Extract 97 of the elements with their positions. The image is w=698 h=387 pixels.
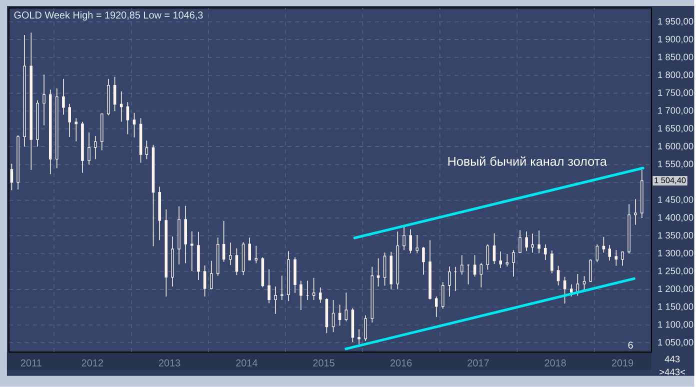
candlestick bbox=[62, 78, 65, 116]
candlestick bbox=[222, 220, 226, 262]
candlestick bbox=[582, 276, 586, 292]
x-tick-label: 2018 bbox=[544, 359, 566, 367]
candlestick bbox=[190, 231, 194, 272]
candlestick bbox=[68, 104, 71, 138]
candlestick bbox=[300, 280, 302, 310]
candlestick bbox=[42, 74, 46, 126]
y-tick-label: 1 250,00 bbox=[658, 268, 694, 276]
candlestick bbox=[614, 250, 618, 266]
text: 1 504,40 bbox=[654, 177, 686, 184]
candlestick bbox=[602, 236, 606, 254]
y-tick-label: 1 050,00 bbox=[658, 339, 694, 347]
x-tick-label: 2016 bbox=[390, 359, 412, 367]
y-tick-label: 1 200,00 bbox=[658, 286, 694, 294]
y-tick-label: 1 900,00 bbox=[658, 36, 694, 44]
x-tick-label: 2014 bbox=[236, 359, 258, 367]
candlestick bbox=[570, 284, 573, 297]
candlestick bbox=[312, 278, 316, 300]
candlestick bbox=[318, 287, 322, 304]
candlestick bbox=[145, 140, 148, 160]
candlestick bbox=[338, 304, 342, 326]
candlestick bbox=[88, 132, 90, 165]
candlestick bbox=[442, 282, 444, 310]
candlestick bbox=[332, 300, 335, 333]
candlestick bbox=[113, 76, 116, 112]
y-tick-label: 1 750,00 bbox=[658, 89, 694, 98]
candlestick bbox=[203, 265, 206, 297]
candlestick bbox=[544, 244, 547, 261]
y-tick-label: 1 400,00 bbox=[658, 214, 694, 222]
candlestick bbox=[550, 250, 554, 274]
candlestick bbox=[486, 244, 490, 270]
y-tick-label: 1 950,00 bbox=[658, 18, 694, 26]
candlestick bbox=[499, 251, 502, 268]
candlestick bbox=[506, 254, 509, 267]
candlestick bbox=[376, 258, 380, 287]
candlestick bbox=[460, 254, 464, 276]
candlestick bbox=[596, 244, 599, 263]
candlestick bbox=[274, 286, 277, 314]
candlestick bbox=[210, 260, 213, 290]
candlestick bbox=[74, 118, 78, 142]
text: >443< bbox=[660, 368, 686, 376]
y-tick-label: 1 450,00 bbox=[658, 196, 694, 204]
candlestick bbox=[126, 102, 130, 135]
y-tick-label: 1 700,00 bbox=[658, 107, 694, 115]
y-tick-label: 1 800,00 bbox=[658, 72, 694, 80]
y-tick-label: 1 100,00 bbox=[658, 321, 694, 329]
candlestick bbox=[525, 231, 528, 252]
candlestick bbox=[383, 252, 386, 286]
y-tick-label: 1 850,00 bbox=[658, 54, 694, 62]
candlestick bbox=[608, 244, 611, 261]
x-tick-label: 2019 bbox=[612, 359, 634, 367]
x-tick-label: 2011 bbox=[20, 359, 42, 367]
candlestick bbox=[10, 163, 14, 191]
text: 443 bbox=[664, 356, 680, 362]
candlestick bbox=[132, 112, 136, 138]
annotation: Новый бычий канал золота bbox=[448, 156, 607, 166]
candlestick bbox=[512, 250, 515, 277]
candlestick bbox=[94, 136, 97, 160]
y-tick-label: 1 300,00 bbox=[658, 250, 694, 258]
candlestick bbox=[402, 226, 406, 251]
y-tick-label: 1 150,00 bbox=[658, 303, 694, 312]
candlestick bbox=[634, 198, 637, 226]
candlestick bbox=[235, 248, 238, 276]
candlestick bbox=[466, 264, 470, 285]
x-tick-label: 2012 bbox=[82, 359, 103, 367]
candlestick bbox=[448, 266, 451, 297]
candlestick bbox=[531, 233, 534, 254]
x-tick-label: 2013 bbox=[158, 359, 180, 367]
candlestick bbox=[120, 91, 123, 122]
x-tick-label: 2015 bbox=[313, 359, 334, 367]
candlestick bbox=[254, 245, 258, 264]
candlestick bbox=[563, 276, 566, 304]
candlestick bbox=[248, 237, 251, 261]
candlestick bbox=[344, 292, 348, 322]
candlestick bbox=[518, 230, 522, 254]
annotation: 6 bbox=[628, 342, 633, 349]
candlestick bbox=[228, 242, 232, 266]
candlestick bbox=[416, 234, 419, 254]
y-tick-label: 1 350,00 bbox=[658, 232, 694, 240]
candlestick bbox=[434, 296, 438, 318]
candlestick bbox=[409, 229, 412, 254]
chart-title: GOLD Week High = 1920,85 Low = 1046,3 bbox=[14, 11, 203, 21]
candlestick bbox=[422, 246, 425, 276]
y-tick-label: 1 600,00 bbox=[658, 142, 694, 151]
candlestick bbox=[538, 230, 540, 254]
candlestick bbox=[358, 328, 360, 345]
y-tick-label: 1 550,00 bbox=[658, 160, 694, 168]
candlestick bbox=[268, 269, 270, 304]
y-tick-label: 1 650,00 bbox=[658, 125, 694, 133]
candlestick bbox=[556, 265, 560, 286]
candlestick bbox=[492, 232, 496, 264]
candlestick bbox=[621, 251, 624, 266]
x-tick-label: 2017 bbox=[468, 359, 489, 367]
candlestick bbox=[364, 315, 367, 342]
candlestick bbox=[473, 254, 476, 277]
candlestick bbox=[589, 259, 592, 282]
